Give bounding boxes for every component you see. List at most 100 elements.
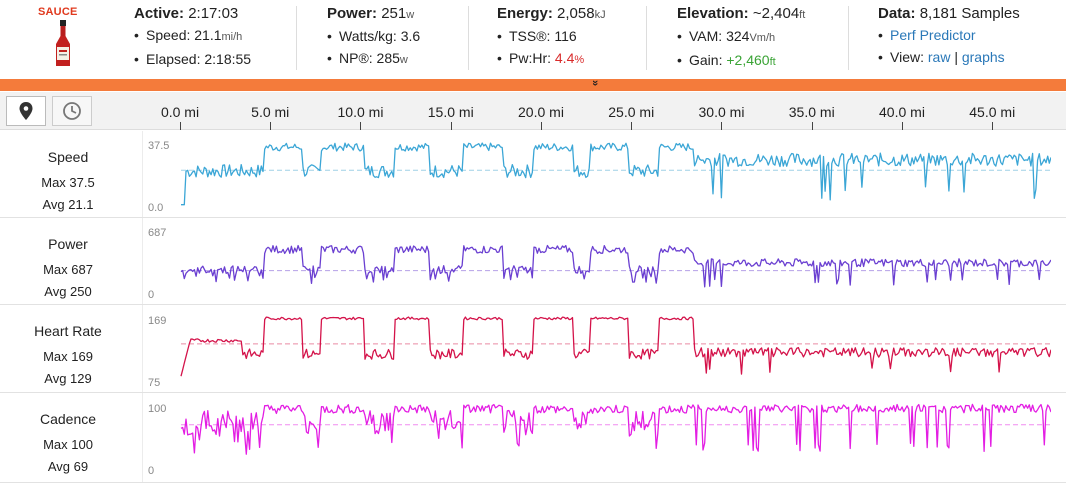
wkg-label: Watts/kg: — [339, 28, 397, 44]
series-line — [180, 244, 1051, 288]
y-min-label: 0 — [148, 289, 155, 301]
view-raw-link[interactable]: raw — [927, 49, 951, 65]
x-tick-mark — [270, 122, 272, 130]
x-tick-mark — [180, 122, 181, 130]
np-unit: w — [399, 54, 408, 66]
x-tick-label: 5.0 mi — [251, 104, 290, 120]
tss-label: TSS®: — [509, 28, 551, 44]
elapsed-label: Elapsed: — [146, 51, 201, 67]
stat-data: Data: 8,181 Samples • Perf Predictor • Vie… — [878, 5, 1020, 65]
chart-max: Max 687 — [43, 262, 93, 277]
divider — [848, 6, 849, 70]
x-tick-label: 15.0 mi — [427, 104, 474, 120]
sauce-logo[interactable]: SAUCE — [0, 0, 122, 78]
x-axis-bar: 0.0 mi 5.0 mi 10.0 mi 15.0 mi 20.0 mi 25.0 mi… — [0, 92, 1066, 130]
time-view-button[interactable] — [52, 96, 92, 126]
divider — [468, 6, 469, 70]
chart-label: Cadence Max 100 Avg 69 — [0, 393, 136, 482]
y-min-label: 0 — [148, 465, 155, 477]
y-max-label: 37.5 — [148, 140, 170, 152]
chart-row-cadence: Cadence Max 100 Avg 69 100 0 — [0, 393, 1066, 483]
hot-sauce-bottle-icon — [56, 20, 70, 66]
y-max-label: 687 — [148, 227, 167, 239]
stat-elevation-value: ~2,404 — [752, 5, 800, 22]
chart-row-heart-rate: Heart Rate Max 169 Avg 129 169 75 — [0, 305, 1066, 393]
divider — [646, 6, 647, 70]
x-tick-mark — [540, 122, 542, 130]
x-tick-label: 10.0 mi — [337, 104, 384, 120]
cadence-plot-svg — [180, 403, 1051, 455]
clock-icon — [63, 102, 81, 120]
x-tick-mark — [360, 122, 362, 130]
chart-label: Power Max 687 Avg 250 — [0, 218, 136, 304]
stat-active-value: 2:17:03 — [188, 5, 239, 22]
logo-text: SAUCE — [38, 6, 78, 18]
chart-name: Speed — [47, 149, 89, 165]
np-label: NP®: — [339, 50, 373, 66]
vam-value: 324 — [726, 28, 750, 44]
view-graphs-link[interactable]: graphs — [961, 49, 1005, 65]
x-tick-mark — [631, 122, 633, 130]
chart-name: Power — [48, 236, 88, 252]
chart-max: Max 169 — [43, 349, 93, 364]
cadence-plot[interactable] — [142, 393, 1051, 482]
y-min-label: 0.0 — [148, 202, 164, 214]
perf-predictor-link[interactable]: Perf Predictor — [890, 27, 976, 43]
power-plot[interactable] — [142, 218, 1051, 304]
speed-plot-svg — [181, 142, 1051, 206]
chart-row-power: Power Max 687 Avg 250 687 0 — [0, 218, 1066, 305]
speed-plot[interactable] — [142, 131, 1051, 217]
stat-active-title: Active: — [134, 5, 185, 22]
stat-elevation-unit: ft — [799, 9, 806, 21]
x-tick-label: 30.0 mi — [698, 104, 745, 120]
speed-value: 21.1 — [194, 27, 222, 43]
series-line — [181, 142, 1051, 206]
pwhr-unit: % — [574, 54, 585, 66]
speed-unit: mi/h — [221, 31, 243, 43]
x-tick-mark — [992, 122, 994, 130]
chart-name: Heart Rate — [34, 323, 102, 339]
x-tick-label: 25.0 mi — [608, 104, 655, 120]
tss-value: 116 — [554, 28, 577, 44]
stat-energy-title: Energy: — [497, 5, 553, 22]
x-tick-label: 35.0 mi — [788, 104, 835, 120]
elapsed-value: 2:18:55 — [204, 51, 252, 67]
stat-power-unit: w — [406, 9, 415, 21]
x-tick-label: 40.0 mi — [879, 104, 925, 120]
vam-unit: Vm/h — [749, 32, 776, 44]
chart-max: Max 37.5 — [41, 175, 95, 190]
x-tick-label: 45.0 mi — [969, 104, 1016, 120]
chart-name: Cadence — [39, 411, 97, 427]
stats-header: SAUCE Active: 2:17:03 • Speed: 21.1mi/h •… — [0, 0, 1066, 78]
chart-row-speed: Speed Max 37.5 Avg 21.1 37.5 0.0 — [0, 131, 1066, 218]
pwhr-label: Pw:Hr: — [509, 50, 551, 66]
map-view-button[interactable] — [6, 96, 46, 126]
y-min-label: 75 — [148, 377, 161, 389]
chart-avg: Avg 21.1 — [42, 197, 94, 212]
view-separator: | — [954, 49, 958, 65]
stat-energy: Energy: 2,058kJ • TSS®: 116 • Pw:Hr: 4.4% — [497, 5, 606, 66]
power-plot-svg — [180, 244, 1051, 288]
stat-energy-unit: kJ — [594, 9, 606, 21]
stat-data-value: 8,181 Samples — [919, 5, 1020, 22]
stat-data-title: Data: — [878, 5, 916, 22]
stat-energy-value: 2,058 — [557, 5, 595, 22]
chart-label: Speed Max 37.5 Avg 21.1 — [0, 131, 136, 217]
chart-avg: Avg 69 — [47, 459, 89, 474]
pwhr-value: 4.4 — [554, 50, 575, 66]
x-tick-mark — [450, 122, 452, 130]
heart-rate-plot[interactable] — [142, 305, 1051, 392]
collapse-toggle-bar[interactable]: » — [0, 79, 1066, 91]
stat-power-title: Power: — [327, 5, 378, 22]
x-tick-label: 20.0 mi — [518, 104, 564, 120]
wkg-value: 3.6 — [400, 28, 421, 44]
chart-avg: Avg 129 — [44, 371, 92, 386]
chevron-down-icon[interactable]: » — [589, 79, 602, 87]
gain-value: +2,460 — [726, 52, 770, 68]
y-max-label: 100 — [148, 403, 167, 415]
x-tick-mark — [901, 122, 903, 130]
stat-active: Active: 2:17:03 • Speed: 21.1mi/h • Elapse… — [134, 5, 252, 67]
view-label: View: — [890, 49, 924, 65]
chart-avg: Avg 250 — [44, 284, 92, 299]
x-tick-mark — [721, 122, 723, 130]
